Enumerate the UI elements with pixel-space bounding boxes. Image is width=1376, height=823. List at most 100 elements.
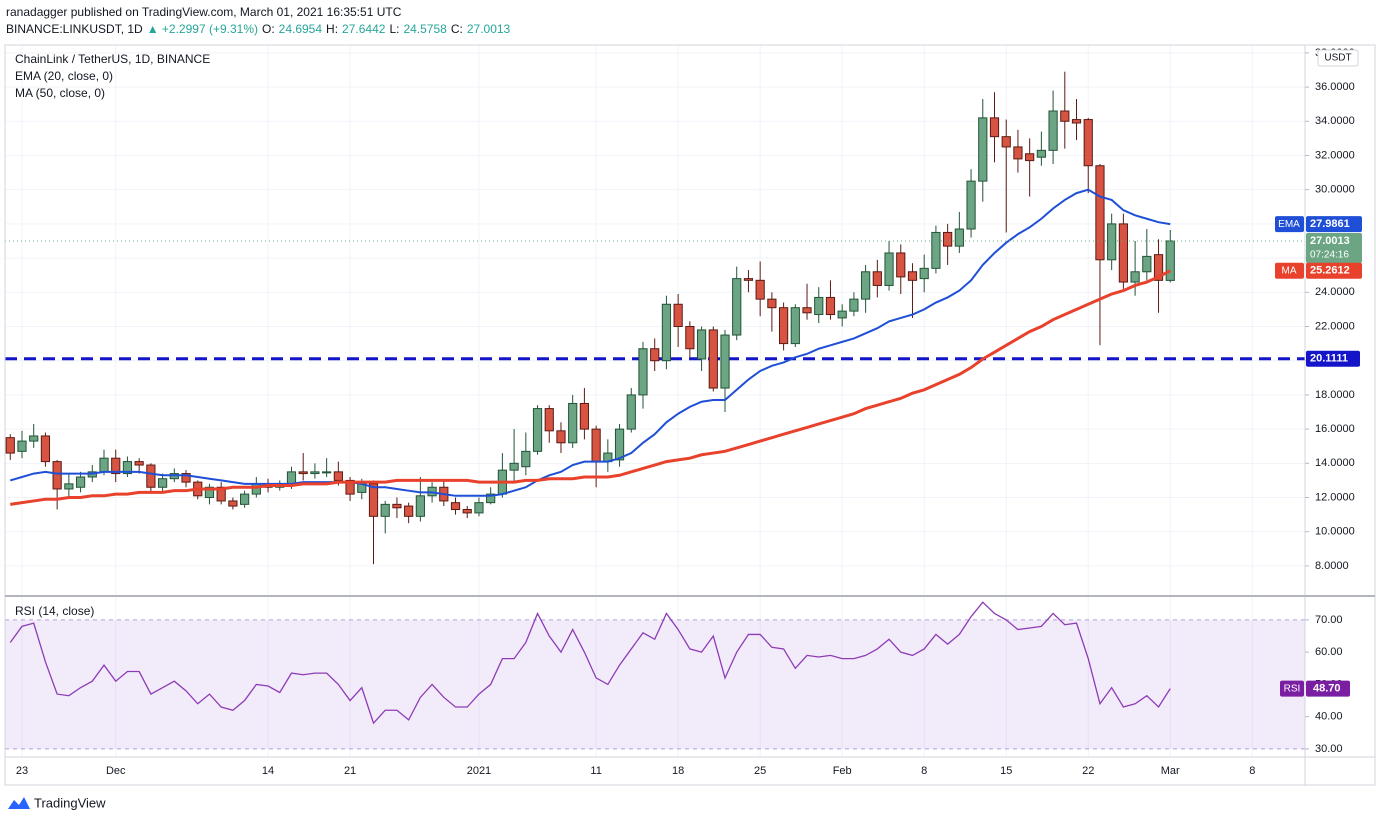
chart-title: ChainLink / TetherUS, 1D, BINANCE bbox=[15, 52, 210, 66]
candle-body bbox=[1036, 149, 1046, 158]
candle-body bbox=[181, 473, 191, 483]
x-tick-label: 22 bbox=[1082, 765, 1094, 777]
candle-body bbox=[954, 228, 964, 247]
candle-body bbox=[52, 461, 62, 490]
candle-body bbox=[1060, 110, 1070, 122]
candle-body bbox=[1142, 255, 1152, 273]
level-badge bbox=[1306, 350, 1360, 367]
y-tick-label: 14.0000 bbox=[1315, 457, 1355, 469]
y-tick-label: 16.0000 bbox=[1315, 423, 1355, 435]
candle-body bbox=[673, 303, 683, 327]
x-tick-label: Dec bbox=[106, 765, 126, 777]
candle-body bbox=[1095, 165, 1105, 261]
ohlc-label: C: bbox=[450, 22, 463, 36]
candle-body bbox=[392, 503, 402, 509]
currency-badge bbox=[1317, 49, 1359, 67]
change: ▲ +2.2997 (+9.31%) bbox=[146, 22, 258, 36]
y-tick-label: 8.0000 bbox=[1315, 560, 1349, 572]
candle-body bbox=[825, 296, 836, 316]
candle-body bbox=[732, 278, 742, 336]
candle-body bbox=[720, 334, 730, 389]
y-tick-label: 36.0000 bbox=[1315, 81, 1355, 93]
candle-body bbox=[685, 325, 695, 350]
candle-body bbox=[532, 408, 543, 452]
candle-body bbox=[157, 478, 168, 488]
level-label: 20.1111 bbox=[1310, 353, 1348, 365]
x-tick-label: 11 bbox=[590, 765, 601, 777]
indicator-value: 27.9861 bbox=[1310, 218, 1350, 230]
candle-body bbox=[767, 298, 777, 309]
candle-body bbox=[708, 329, 718, 389]
candle-body bbox=[1083, 119, 1093, 167]
candle-body bbox=[849, 298, 859, 312]
x-tick-label: 25 bbox=[754, 765, 766, 777]
y-tick-label: 18.0000 bbox=[1315, 389, 1355, 401]
candle-body bbox=[907, 271, 918, 281]
candle-body bbox=[1001, 136, 1011, 148]
indicator-tag-box bbox=[1275, 216, 1304, 233]
candle-body bbox=[614, 428, 625, 461]
logo-icon bbox=[8, 797, 30, 809]
y-tick-label: 22.0000 bbox=[1315, 320, 1355, 332]
candle-body bbox=[544, 408, 554, 432]
candle-body bbox=[99, 457, 109, 473]
x-tick-label: 8 bbox=[921, 765, 927, 777]
candle-body bbox=[64, 483, 74, 490]
ohlc-label: O: bbox=[261, 22, 275, 36]
symbol-line: BINANCE:LINKUSDT, 1D ▲ +2.2997 (+9.31%) O:… bbox=[6, 22, 514, 36]
y-tick-label: 32.0000 bbox=[1315, 149, 1355, 161]
candle-body bbox=[1118, 223, 1128, 283]
candle-body bbox=[1025, 153, 1035, 162]
symbol: BINANCE:LINKUSDT, 1D bbox=[6, 22, 143, 36]
candle-body bbox=[322, 471, 332, 474]
rsi-tag: RSI bbox=[1284, 683, 1301, 694]
candle-body bbox=[638, 348, 648, 396]
candle-body bbox=[298, 471, 308, 475]
logo-text: TradingView bbox=[34, 795, 106, 810]
candle-body bbox=[333, 471, 343, 481]
candle-body bbox=[134, 461, 144, 466]
candle-body bbox=[837, 310, 847, 319]
candle-body bbox=[240, 493, 250, 505]
candle-body bbox=[216, 486, 226, 502]
grid bbox=[5, 45, 1305, 757]
candle-body bbox=[650, 348, 660, 362]
indicator-line bbox=[10, 269, 1171, 506]
candle-body bbox=[943, 231, 953, 247]
candle-body bbox=[802, 307, 812, 314]
candle-body bbox=[310, 471, 320, 475]
indicator-line bbox=[9, 188, 1171, 497]
candle-body bbox=[989, 117, 1000, 138]
candle-body bbox=[626, 394, 636, 430]
candle-body bbox=[814, 296, 824, 316]
candle-body bbox=[1107, 223, 1117, 261]
x-tick-label: 14 bbox=[262, 765, 274, 777]
candle-body bbox=[661, 303, 672, 362]
author-line: ranadagger published on TradingView.com,… bbox=[6, 5, 402, 19]
candle-body bbox=[966, 180, 976, 230]
indicator-tag-box bbox=[1275, 262, 1304, 279]
y-tick-label: 24.0000 bbox=[1315, 286, 1355, 298]
candle-body bbox=[450, 502, 461, 510]
candle-body bbox=[415, 495, 425, 517]
countdown: 07:24:16 bbox=[1310, 250, 1349, 261]
indicator-badge bbox=[1306, 262, 1362, 279]
candle-body bbox=[368, 483, 379, 517]
rsi-line bbox=[9, 601, 1171, 725]
rsi-value: 48.70 bbox=[1313, 683, 1341, 695]
candle-body bbox=[755, 279, 765, 300]
y-tick-label: 60.00 bbox=[1315, 646, 1343, 658]
candle-body bbox=[1071, 119, 1082, 124]
x-tick-label: 21 bbox=[344, 765, 356, 777]
x-tick-label: Feb bbox=[833, 765, 852, 777]
candle-body bbox=[568, 402, 578, 444]
candle-body bbox=[75, 476, 86, 488]
tradingview-logo: TradingView bbox=[8, 795, 106, 810]
candle-body bbox=[204, 486, 215, 499]
rsi-band bbox=[5, 619, 1305, 749]
candle-body bbox=[579, 402, 590, 430]
y-tick-label: 70.00 bbox=[1315, 614, 1343, 626]
